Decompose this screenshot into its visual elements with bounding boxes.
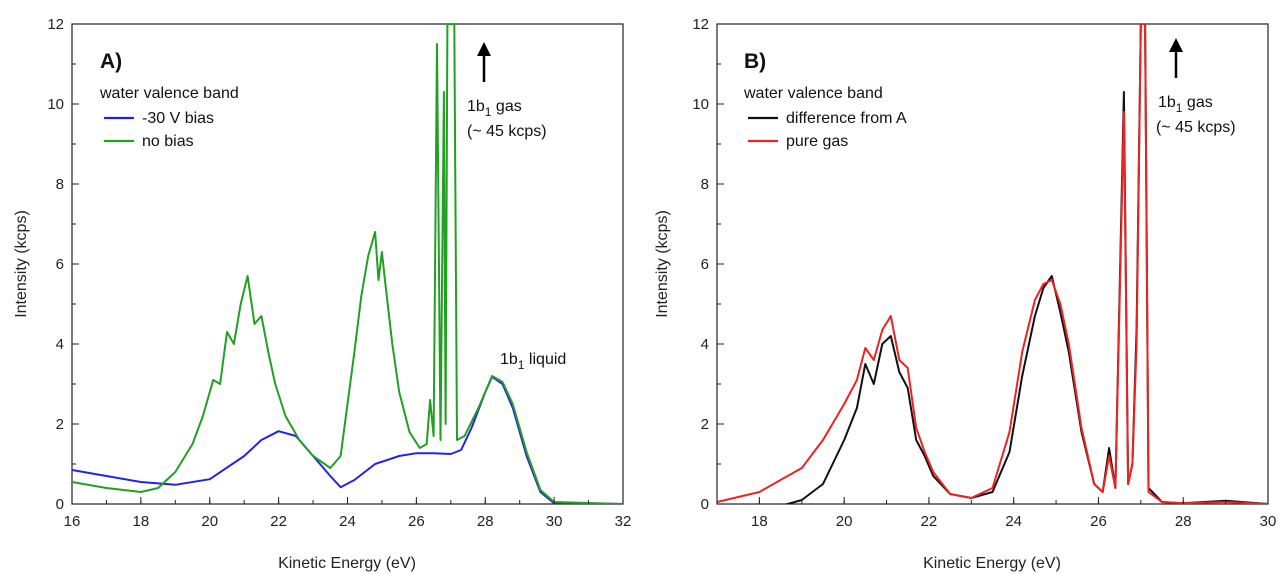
panel-a-x-tick-label: 16 xyxy=(64,513,81,530)
panel-b-y-tick-label: 4 xyxy=(701,336,709,353)
panel-b-y-tick-label: 10 xyxy=(692,96,709,113)
panel-a-liquid-annotation: 1b1 liquid xyxy=(500,351,566,372)
panel-a-x-tick-label: 28 xyxy=(477,513,494,530)
panel-b-x-axis-label: Kinetic Energy (eV) xyxy=(923,555,1061,572)
panel-a-y-tick-label: 6 xyxy=(56,256,64,273)
panel-b-gas-annotation: 1b1 gas xyxy=(1158,94,1213,115)
panel-b-y-tick-label: 8 xyxy=(701,176,709,193)
panel-a-legend-entry-nobias: no bias xyxy=(142,133,194,150)
panel-b-gas-arrowhead-icon xyxy=(1169,38,1183,52)
panel-b-series-line-2 xyxy=(717,24,1268,504)
panel-b-x-tick-label: 24 xyxy=(1005,513,1022,530)
panel-b-x-tick-label: 28 xyxy=(1175,513,1192,530)
panel-a-legend-title: water valence band xyxy=(99,85,239,102)
panel-a-x-tick-label: 30 xyxy=(546,513,563,530)
panel-a-gas-arrowhead-icon xyxy=(477,42,491,56)
panel-b-y-tick-label: 6 xyxy=(701,256,709,273)
panel-b-legend-entry-puregas: pure gas xyxy=(786,133,848,150)
panel-a-y-tick-label: 10 xyxy=(47,96,64,113)
panel-a-gas-annotation-value: (~ 45 kcps) xyxy=(467,123,547,140)
panel-a-x-tick-label: 22 xyxy=(270,513,287,530)
panel-a-series-line-1 xyxy=(72,375,623,504)
panel-a-y-tick-label: 12 xyxy=(47,16,64,33)
panel-b-legend-title: water valence band xyxy=(743,85,883,102)
panel-b-x-tick-label: 18 xyxy=(751,513,768,530)
panel-b-label: B) xyxy=(744,50,766,73)
panel-b-y-tick-label: 12 xyxy=(692,16,709,33)
panel-a-x-tick-label: 32 xyxy=(615,513,632,530)
panel-a-x-tick-label: 18 xyxy=(133,513,150,530)
panel-a-x-axis-label: Kinetic Energy (eV) xyxy=(278,555,416,572)
panel-a-legend-entry-bias: -30 V bias xyxy=(142,110,214,127)
panel-b-y-tick-label: 0 xyxy=(701,496,709,513)
panel-a-y-tick-label: 4 xyxy=(56,336,64,353)
panel-a-x-tick-label: 20 xyxy=(201,513,218,530)
panel-b-legend-entry-difference: difference from A xyxy=(786,110,907,127)
panel-b-gas-annotation-value: (~ 45 kcps) xyxy=(1156,119,1236,136)
panel-a-y-tick-label: 0 xyxy=(56,496,64,513)
panel-a-y-axis-label: Intensity (kcps) xyxy=(13,210,30,318)
panel-b-x-tick-label: 26 xyxy=(1090,513,1107,530)
panel-b-y-axis-label: Intensity (kcps) xyxy=(654,210,671,318)
panel-a-label: A) xyxy=(100,50,122,73)
panel-a-y-tick-label: 2 xyxy=(56,416,64,433)
panel-a-x-tick-label: 24 xyxy=(339,513,356,530)
panel-b-y-tick-label: 2 xyxy=(701,416,709,433)
panel-b-x-tick-label: 22 xyxy=(921,513,938,530)
panel-a-gas-annotation: 1b1 gas xyxy=(467,98,522,119)
panel-a-series-line-2 xyxy=(72,24,623,504)
panel-a-x-tick-label: 26 xyxy=(408,513,425,530)
panel-b-x-tick-label: 20 xyxy=(836,513,853,530)
panel-a-y-tick-label: 8 xyxy=(56,176,64,193)
panel-b-x-tick-label: 30 xyxy=(1260,513,1277,530)
